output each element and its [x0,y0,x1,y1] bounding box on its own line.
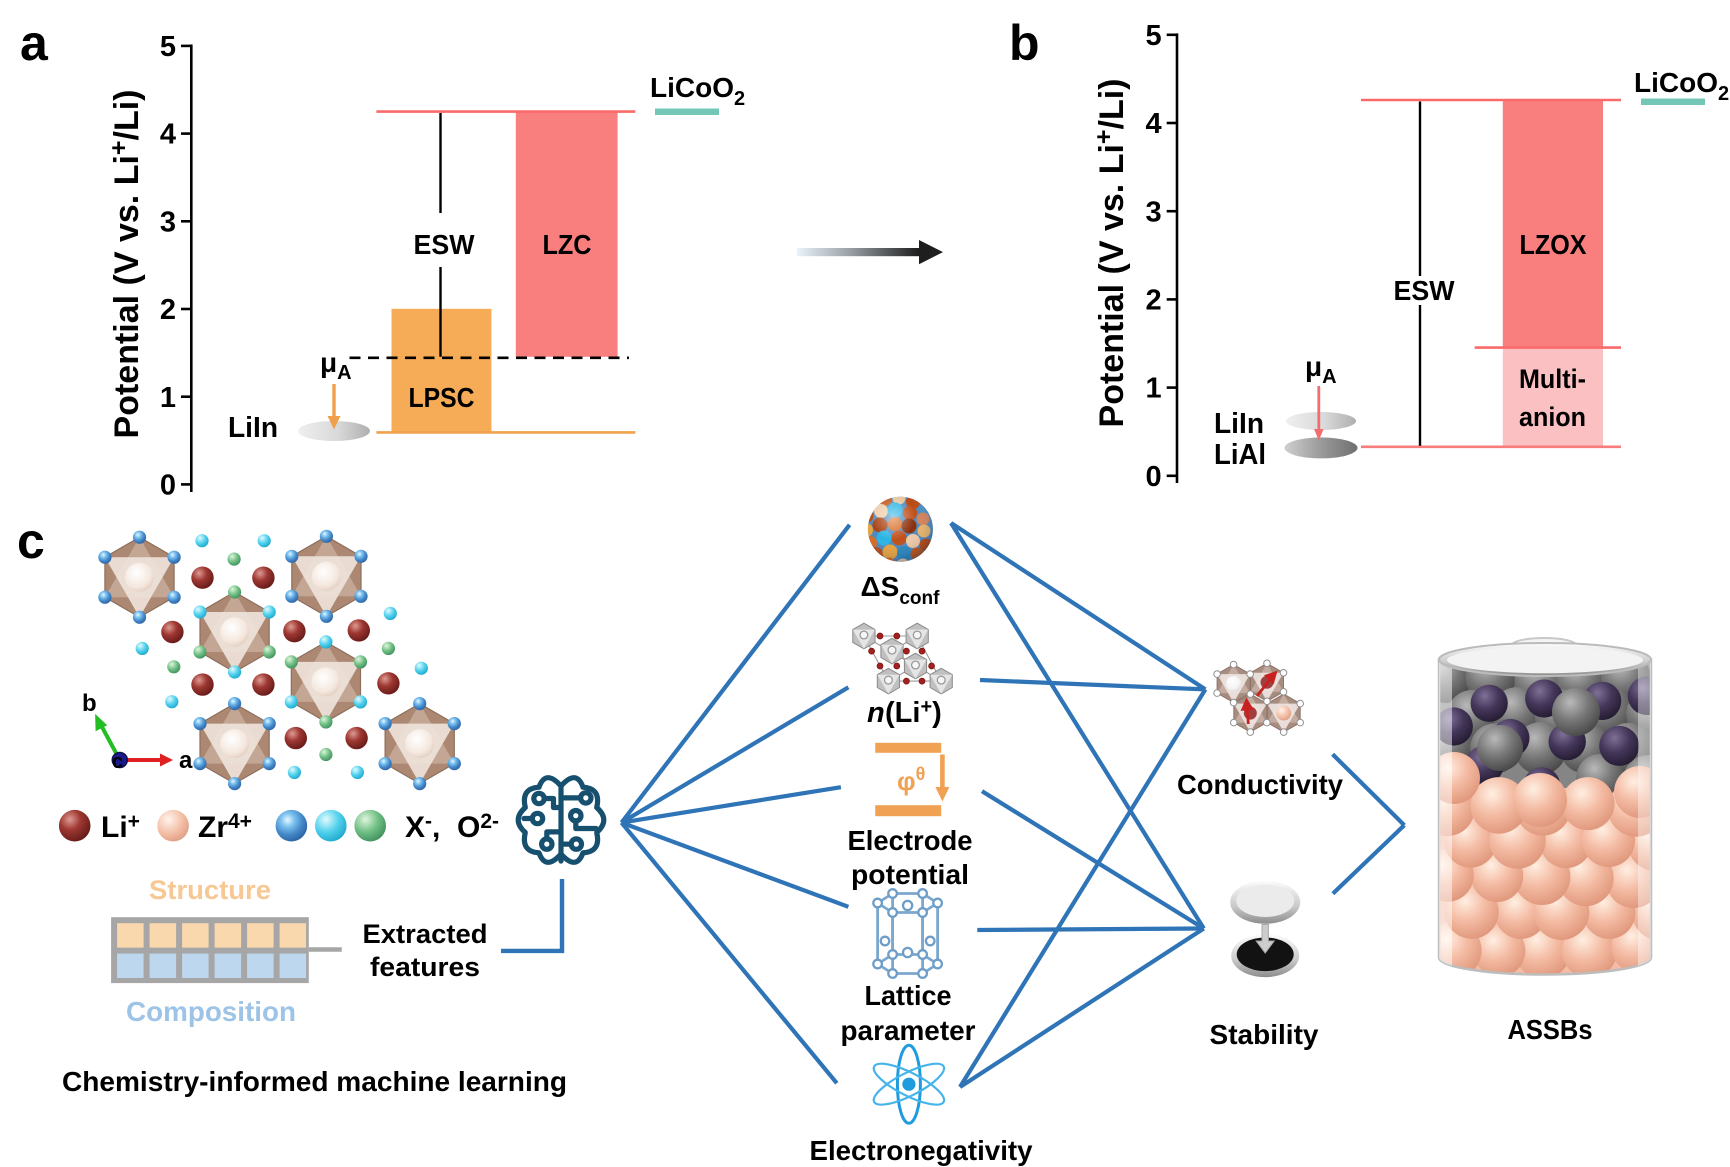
svg-text:Conductivity: Conductivity [1177,769,1343,800]
svg-text:b: b [82,690,97,717]
svg-text:LiIn: LiIn [1214,408,1264,440]
svg-text:n: n [867,697,885,729]
svg-text:potential: potential [851,859,969,890]
svg-text:features: features [370,952,480,982]
svg-text:LZOX: LZOX [1520,229,1587,260]
svg-text:Electrode: Electrode [848,825,973,856]
svg-text:5: 5 [160,31,176,63]
svg-text:Chemistry-informed machine lea: Chemistry-informed machine learning [62,1066,567,1097]
svg-text:3: 3 [1146,196,1162,228]
svg-text:a: a [20,15,49,71]
svg-text:2: 2 [1146,285,1162,317]
svg-text:ASSBs: ASSBs [1508,1014,1593,1045]
svg-text:0: 0 [1146,461,1162,493]
svg-text:1: 1 [160,382,176,414]
svg-text:anion: anion [1519,402,1586,432]
svg-text:(Li+): (Li+) [885,696,942,729]
svg-text:X-, O2-: X-, O2- [405,810,499,844]
svg-text:LiIn: LiIn [228,412,278,444]
svg-text:1: 1 [1146,373,1162,405]
svg-text:LZC: LZC [543,229,592,260]
svg-text:Lattice: Lattice [865,980,952,1011]
svg-text:Electronegativity: Electronegativity [810,1135,1033,1166]
svg-text:c: c [112,751,123,773]
svg-text:3: 3 [160,206,176,238]
svg-text:ESW: ESW [1394,275,1456,306]
svg-text:c: c [17,513,45,569]
svg-text:Extracted: Extracted [363,919,488,949]
svg-text:LPSC: LPSC [409,382,475,413]
svg-text:Stability: Stability [1210,1019,1319,1050]
svg-text:LiAl: LiAl [1214,439,1266,471]
svg-text:0: 0 [160,470,176,502]
svg-text:Zr4+: Zr4+ [198,810,252,844]
svg-text:Structure: Structure [149,875,271,905]
svg-text:a: a [179,747,193,774]
svg-text:parameter: parameter [841,1015,976,1046]
svg-text:ESW: ESW [414,229,476,260]
svg-text:4: 4 [160,119,176,151]
svg-text:4: 4 [1146,108,1162,140]
svg-text:b: b [1009,15,1040,71]
svg-text:5: 5 [1146,20,1162,52]
svg-text:Composition: Composition [126,996,296,1027]
svg-text:Multi-: Multi- [1519,364,1586,394]
svg-text:2: 2 [160,294,176,326]
